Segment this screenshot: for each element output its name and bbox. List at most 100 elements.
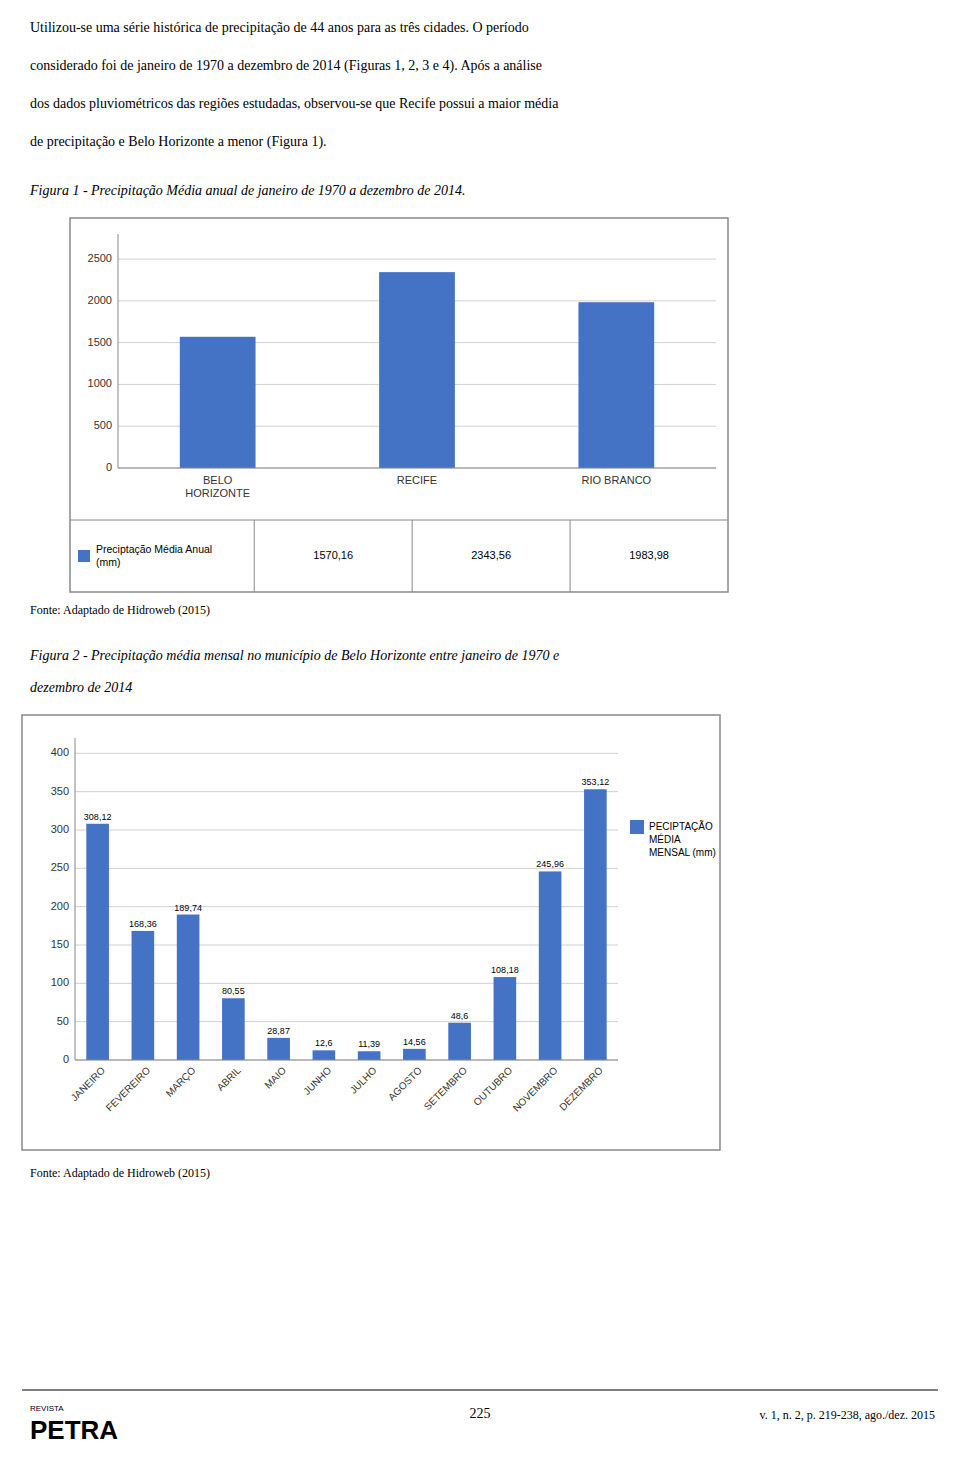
bars xyxy=(180,272,654,468)
data-label: 11,39 xyxy=(358,1039,380,1049)
source-note: Fonte: Adaptado de Hidroweb (2015) xyxy=(30,1166,210,1180)
x-tick-label: OUTUBRO xyxy=(471,1065,514,1108)
logo-text: REVISTA xyxy=(30,1404,64,1413)
grid-line xyxy=(75,983,618,984)
y-axis-line xyxy=(75,738,76,1060)
grid-line xyxy=(75,906,618,907)
y-tick-label: 200 xyxy=(51,900,69,912)
x-tick-label: FEVEREIRO xyxy=(104,1065,153,1114)
x-tick-label: SETEMBRO xyxy=(422,1065,470,1113)
bar xyxy=(578,302,654,468)
data-label: 80,55 xyxy=(222,986,245,996)
x-tick-label: MAIO xyxy=(262,1065,288,1091)
bar xyxy=(267,1038,290,1060)
chart: Figura 1 - Precipitação Média anual de j… xyxy=(29,183,728,617)
y-axis-line xyxy=(118,234,119,468)
data-label: 168,36 xyxy=(129,919,157,929)
y-tick-label: 350 xyxy=(51,785,69,797)
y-tick-label: 1500 xyxy=(88,336,112,348)
text-line: MENSAL (mm) xyxy=(649,847,716,858)
legend-label: Preciptação Média Anual(mm) xyxy=(96,542,212,567)
body-text: dos dados pluviométricos das regiões est… xyxy=(30,96,559,111)
data-label: 353,12 xyxy=(582,777,610,787)
table-line xyxy=(570,520,571,592)
legend-swatch xyxy=(78,550,90,562)
grid-line xyxy=(118,468,716,469)
x-tick-label: RECIFE xyxy=(397,474,437,486)
bar xyxy=(448,1023,471,1060)
data-label: 108,18 xyxy=(491,965,519,975)
grid-line xyxy=(75,791,618,792)
data-label: 308,12 xyxy=(84,812,112,822)
text-line: dezembro de 2014 xyxy=(30,680,132,695)
y-tick-label: 250 xyxy=(51,861,69,873)
chart-border xyxy=(70,218,728,592)
bar xyxy=(494,977,517,1060)
source-note: Fonte: Adaptado de Hidroweb (2015) xyxy=(30,603,210,617)
text-line: MÉDIA xyxy=(649,833,681,845)
data-label: 48,6 xyxy=(451,1011,469,1021)
chart-title: Figura 2 - Precipitação média mensal no … xyxy=(29,648,559,695)
x-tick-label: JANEIRO xyxy=(69,1065,108,1104)
bar xyxy=(180,337,256,468)
data-label: 12,6 xyxy=(315,1038,333,1048)
table-value: 1983,98 xyxy=(629,549,669,561)
data-label: 28,87 xyxy=(267,1026,290,1036)
footer-line xyxy=(22,1389,938,1390)
bar xyxy=(222,998,245,1060)
x-tick-label: RIO BRANCO xyxy=(581,474,651,486)
x-tick-label: AGOSTO xyxy=(386,1065,424,1103)
data-label: 189,74 xyxy=(174,903,202,913)
y-tick-label: 400 xyxy=(51,746,69,758)
bar xyxy=(132,931,155,1060)
bar xyxy=(313,1050,336,1060)
legend-label: PECIPTAÇÃOMÉDIAMENSAL (mm) xyxy=(649,820,716,858)
grid-line xyxy=(75,753,618,754)
x-axis-line xyxy=(118,468,716,469)
chart: Figura 2 - Precipitação média mensal no … xyxy=(22,648,720,1180)
y-tick-label: 1000 xyxy=(88,377,112,389)
x-tick-label: ABRIL xyxy=(215,1064,244,1093)
y-tick-label: 300 xyxy=(51,823,69,835)
text-line: BELO xyxy=(203,474,233,486)
x-tick-label: DEZEMBRO xyxy=(557,1065,605,1113)
bar xyxy=(584,789,607,1060)
legend-swatch xyxy=(630,820,644,834)
data-label: 245,96 xyxy=(536,859,564,869)
bar xyxy=(358,1051,381,1060)
y-tick-label: 500 xyxy=(94,419,112,431)
text-line: Figura 2 - Precipitação média mensal no … xyxy=(29,648,559,663)
grid-line xyxy=(75,1021,618,1022)
table-value: 1570,16 xyxy=(313,549,353,561)
text-line: RECIFE xyxy=(397,474,437,486)
x-axis-line xyxy=(75,1060,618,1061)
y-tick-label: 0 xyxy=(63,1053,69,1065)
y-tick-label: 0 xyxy=(106,461,112,473)
y-tick-label: 2500 xyxy=(88,252,112,264)
text-line: Figura 1 - Precipitação Média anual de j… xyxy=(29,183,465,198)
x-tick-label: JUNHO xyxy=(301,1065,333,1097)
data-label: 14,56 xyxy=(403,1037,426,1047)
bars xyxy=(86,789,606,1060)
y-tick-label: 100 xyxy=(51,976,69,988)
y-tick-label: 150 xyxy=(51,938,69,950)
grid-line xyxy=(75,945,618,946)
x-tick-label: BELOHORIZONTE xyxy=(185,474,250,499)
bar xyxy=(403,1049,426,1060)
chart-title: Figura 1 - Precipitação Média anual de j… xyxy=(29,183,465,198)
bar xyxy=(86,824,109,1060)
body-text: de precipitação e Belo Horizonte a menor… xyxy=(30,134,327,150)
text-line: HORIZONTE xyxy=(185,487,250,499)
grid-line xyxy=(118,259,716,260)
text-line: RIO BRANCO xyxy=(581,474,651,486)
table-value: 2343,56 xyxy=(471,549,511,561)
y-tick-label: 2000 xyxy=(88,294,112,306)
page-number: 225 xyxy=(470,1406,491,1421)
table-line xyxy=(70,520,728,521)
body-text: considerado foi de janeiro de 1970 a dez… xyxy=(30,58,542,74)
chart-border xyxy=(22,715,720,1150)
text-line: (mm) xyxy=(96,555,121,567)
table-line xyxy=(412,520,413,592)
text-line: Preciptação Média Anual xyxy=(96,542,212,554)
x-tick-label: JULHO xyxy=(348,1065,379,1096)
